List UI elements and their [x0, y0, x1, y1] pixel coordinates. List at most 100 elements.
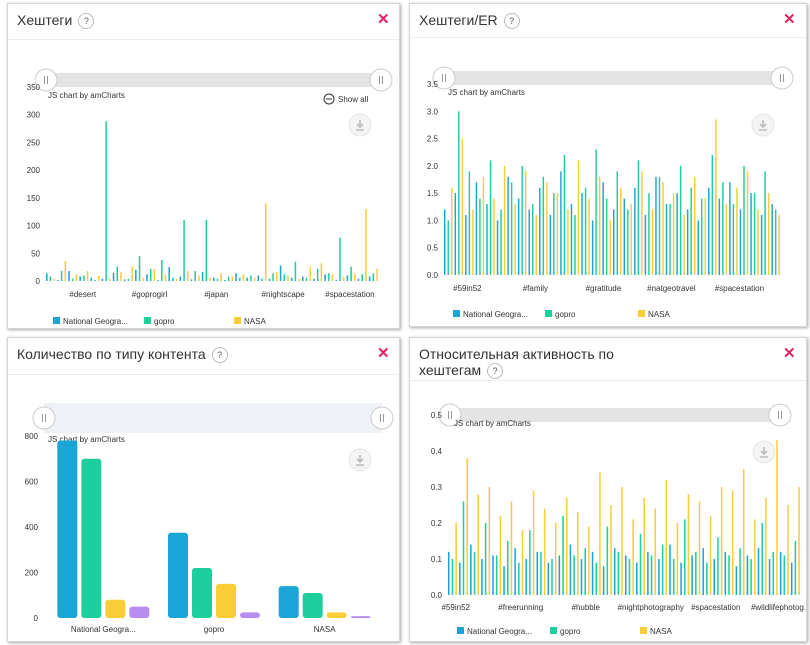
bar-national-geographic [669, 545, 671, 595]
bar-gopro [695, 552, 697, 595]
bar-national-geographic [146, 274, 148, 281]
bar-gopro [328, 273, 330, 281]
bar-nasa [265, 203, 267, 281]
show-all-button[interactable]: Show all [338, 95, 368, 104]
bar-gopro [673, 559, 675, 595]
panel-content-type: Количество по типу контента? ✕ JS chart … [7, 337, 400, 642]
legend-label[interactable]: gopro [154, 317, 175, 326]
x-tick-label: #freerunning [498, 603, 543, 612]
bar-gopro [775, 210, 776, 275]
legend-swatch[interactable] [453, 310, 460, 317]
bar-national-geographic [624, 199, 625, 275]
x-tick-label: #spacestation [715, 284, 764, 293]
scrollbar-handle-left[interactable] [33, 407, 55, 429]
bar-nasa [109, 279, 111, 281]
legend-label[interactable]: National Geogra... [463, 310, 528, 319]
legend-swatch[interactable] [638, 310, 645, 317]
legend-swatch[interactable] [144, 317, 151, 324]
bar-nasa [76, 274, 78, 281]
close-icon[interactable]: ✕ [783, 10, 796, 28]
bar-nasa [787, 505, 789, 595]
bar-national-geographic [645, 215, 646, 275]
legend-label[interactable]: National Geogra... [467, 627, 532, 636]
close-icon[interactable]: ✕ [377, 10, 390, 28]
bar-national-geographic [592, 552, 594, 595]
legend-swatch[interactable] [457, 627, 464, 634]
scrollbar-track[interactable] [44, 403, 382, 433]
scrollbar-handle-right[interactable] [769, 404, 791, 426]
legend-label[interactable]: National Geogra... [63, 317, 128, 326]
bar-national-geographic [666, 204, 667, 275]
y-tick-label: 0.0 [431, 591, 443, 600]
y-tick-label: 600 [25, 478, 39, 487]
legend-label[interactable]: gopro [560, 627, 581, 636]
bar-gopro [250, 275, 252, 281]
bar-gopro [669, 204, 670, 275]
y-tick-label: 150 [27, 194, 41, 203]
y-tick-label: 250 [27, 138, 41, 147]
bar-gopro [773, 552, 775, 595]
bar-gopro [161, 260, 163, 281]
bar-gopro [651, 555, 653, 595]
scrollbar-handle-right[interactable] [771, 67, 793, 89]
bar-gopro [217, 279, 219, 281]
bar-gopro [272, 273, 274, 281]
y-tick-label: 3.0 [427, 107, 439, 116]
legend-swatch[interactable] [550, 627, 557, 634]
bar-gopro [194, 271, 196, 281]
y-tick-label: 0.5 [431, 411, 443, 420]
bar-gopro [206, 220, 208, 281]
bar-nasa [522, 530, 524, 595]
x-tick-label: #wildlifephotog... [751, 603, 806, 612]
bar-national-geographic [658, 559, 660, 595]
bar-nasa [287, 275, 289, 281]
bar-national-geographic [481, 559, 483, 595]
legend-label[interactable]: gopro [555, 310, 576, 319]
bar-gopro [750, 559, 752, 595]
bar-series2 [303, 593, 323, 618]
legend-swatch[interactable] [545, 310, 552, 317]
bar-nasa [209, 278, 211, 281]
bar-gopro [573, 555, 575, 595]
legend-swatch[interactable] [640, 627, 647, 634]
bar-nasa [343, 277, 345, 281]
scrollbar-track[interactable] [444, 71, 782, 85]
help-icon[interactable]: ? [78, 13, 94, 29]
bar-nasa [641, 171, 642, 275]
bar-nasa [165, 274, 167, 281]
bar-gopro [662, 545, 664, 595]
bar-gopro [617, 171, 618, 275]
y-tick-label: 200 [25, 569, 39, 578]
bar-gopro [518, 563, 520, 595]
help-icon[interactable]: ? [212, 347, 228, 363]
x-tick-label: gopro [204, 625, 225, 634]
bar-nasa [504, 166, 505, 275]
bar-nasa [694, 177, 695, 275]
bar-gopro [712, 155, 713, 275]
scrollbar-handle-right[interactable] [370, 69, 392, 91]
help-icon[interactable]: ? [487, 363, 503, 379]
y-tick-label: 0.4 [431, 447, 443, 456]
y-tick-label: 400 [25, 523, 39, 532]
y-tick-label: 2.0 [427, 162, 439, 171]
close-icon[interactable]: ✕ [783, 344, 796, 362]
scrollbar-track[interactable] [46, 73, 381, 87]
bar-gopro [511, 182, 512, 275]
bar-national-geographic [791, 563, 793, 595]
bar-gopro [551, 559, 553, 595]
bar-gopro [500, 210, 501, 275]
scrollbar-handle-right[interactable] [371, 407, 393, 429]
bar-gopro [474, 552, 476, 595]
panel-hashtags: Хештеги? ✕ JS chart by amCharts Show all 0… [7, 3, 400, 329]
bar-nasa [743, 469, 745, 595]
legend-swatch[interactable] [234, 317, 241, 324]
bar-national-geographic [636, 563, 638, 595]
legend-label[interactable]: NASA [244, 317, 266, 326]
bar-gopro [458, 111, 459, 275]
help-icon[interactable]: ? [504, 13, 520, 29]
legend-label[interactable]: NASA [650, 627, 672, 636]
legend-label[interactable]: NASA [648, 310, 670, 319]
legend-swatch[interactable] [53, 317, 60, 324]
close-icon[interactable]: ✕ [377, 344, 390, 362]
bar-national-geographic [729, 182, 730, 275]
